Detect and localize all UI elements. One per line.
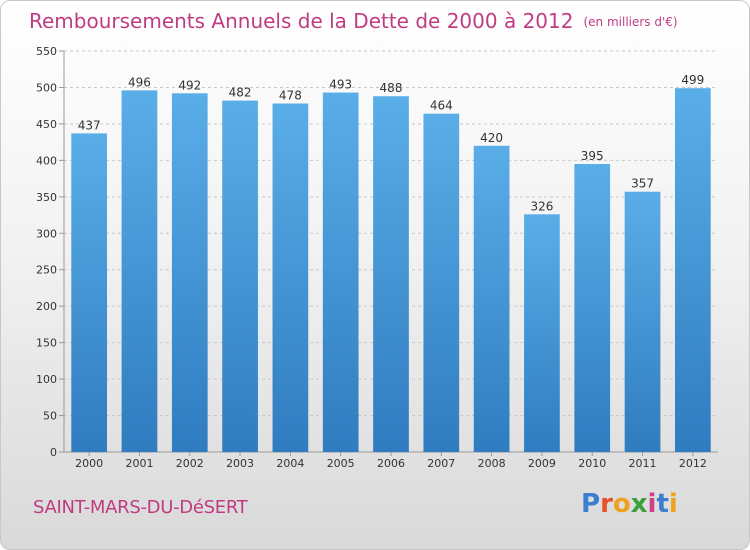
x-tick-label-2001: 2001 xyxy=(125,457,153,470)
chart-title: Remboursements Annuels de la Dette de 20… xyxy=(29,9,678,33)
value-label-2012: 499 xyxy=(681,73,704,87)
bars xyxy=(71,88,711,453)
x-tick-label-2003: 2003 xyxy=(226,457,254,470)
y-tick-label: 50 xyxy=(43,410,57,423)
bar-2010 xyxy=(574,164,611,452)
y-tick-label: 450 xyxy=(36,118,57,131)
y-tick-label: 250 xyxy=(36,264,57,277)
proxiti-logo: Proxiti xyxy=(581,489,678,519)
x-tick-label-2002: 2002 xyxy=(176,457,204,470)
value-label-2006: 488 xyxy=(380,81,403,95)
value-label-2003: 482 xyxy=(229,86,252,100)
value-label-2000: 437 xyxy=(78,118,101,132)
city-name: SAINT-MARS-DU-DéSERT xyxy=(33,497,248,518)
bar-2003 xyxy=(222,100,258,452)
labels: 0 50 100 150 200 250 300 350 400 450 500 550 437 2000… xyxy=(36,45,707,470)
logo-letter: r xyxy=(600,489,613,519)
y-tick-label: 150 xyxy=(36,337,57,350)
value-label-2007: 464 xyxy=(430,99,453,113)
x-tick-label-2011: 2011 xyxy=(629,457,657,470)
chart-unit-label: (en milliers d'€) xyxy=(583,15,678,29)
value-label-2009: 326 xyxy=(530,199,553,213)
y-tick-label: 500 xyxy=(36,81,57,94)
x-tick-label-2009: 2009 xyxy=(528,457,556,470)
bar-2011 xyxy=(624,191,661,452)
y-tick-label: 400 xyxy=(36,154,57,167)
bar-2000 xyxy=(71,133,108,452)
chart-title-text: Remboursements Annuels de la Dette de 20… xyxy=(29,9,574,33)
value-label-2005: 493 xyxy=(329,78,352,92)
x-tick-label-2004: 2004 xyxy=(276,457,304,470)
value-label-2011: 357 xyxy=(631,177,654,191)
bar-2005 xyxy=(322,92,359,453)
x-tick-label-2007: 2007 xyxy=(427,457,455,470)
logo-letter: i xyxy=(668,489,678,519)
y-tick-label: 550 xyxy=(36,45,57,58)
y-tick-label: 100 xyxy=(36,373,57,386)
logo-letter: P xyxy=(581,489,601,519)
value-label-2008: 420 xyxy=(480,131,503,145)
logo-letter: t xyxy=(656,489,669,519)
x-tick-label-2008: 2008 xyxy=(478,457,506,470)
x-tick-label-2000: 2000 xyxy=(75,457,103,470)
bar-2006 xyxy=(373,96,409,452)
logo-letter: x xyxy=(630,489,648,519)
y-tick-label: 300 xyxy=(36,227,57,240)
bar-2004 xyxy=(272,103,309,453)
bar-2009 xyxy=(524,214,560,452)
value-label-2004: 478 xyxy=(279,88,302,102)
x-tick-label-2005: 2005 xyxy=(327,457,355,470)
bar-2002 xyxy=(171,93,208,453)
x-tick-label-2010: 2010 xyxy=(578,457,606,470)
y-tick-label: 0 xyxy=(50,446,57,459)
x-tick-label-2012: 2012 xyxy=(679,457,707,470)
y-tick-label: 350 xyxy=(36,191,57,204)
y-tick-label: 200 xyxy=(36,300,57,313)
value-label-2002: 492 xyxy=(178,78,201,92)
logo-letter: i xyxy=(647,489,657,519)
bar-2007 xyxy=(423,113,460,453)
value-label-2001: 496 xyxy=(128,75,151,89)
bar-2008 xyxy=(473,145,510,453)
bar-2001 xyxy=(121,90,158,452)
x-tick-label-2006: 2006 xyxy=(377,457,405,470)
value-label-2010: 395 xyxy=(581,149,604,163)
logo-letter: o xyxy=(612,489,631,519)
bar-2012 xyxy=(674,88,711,452)
